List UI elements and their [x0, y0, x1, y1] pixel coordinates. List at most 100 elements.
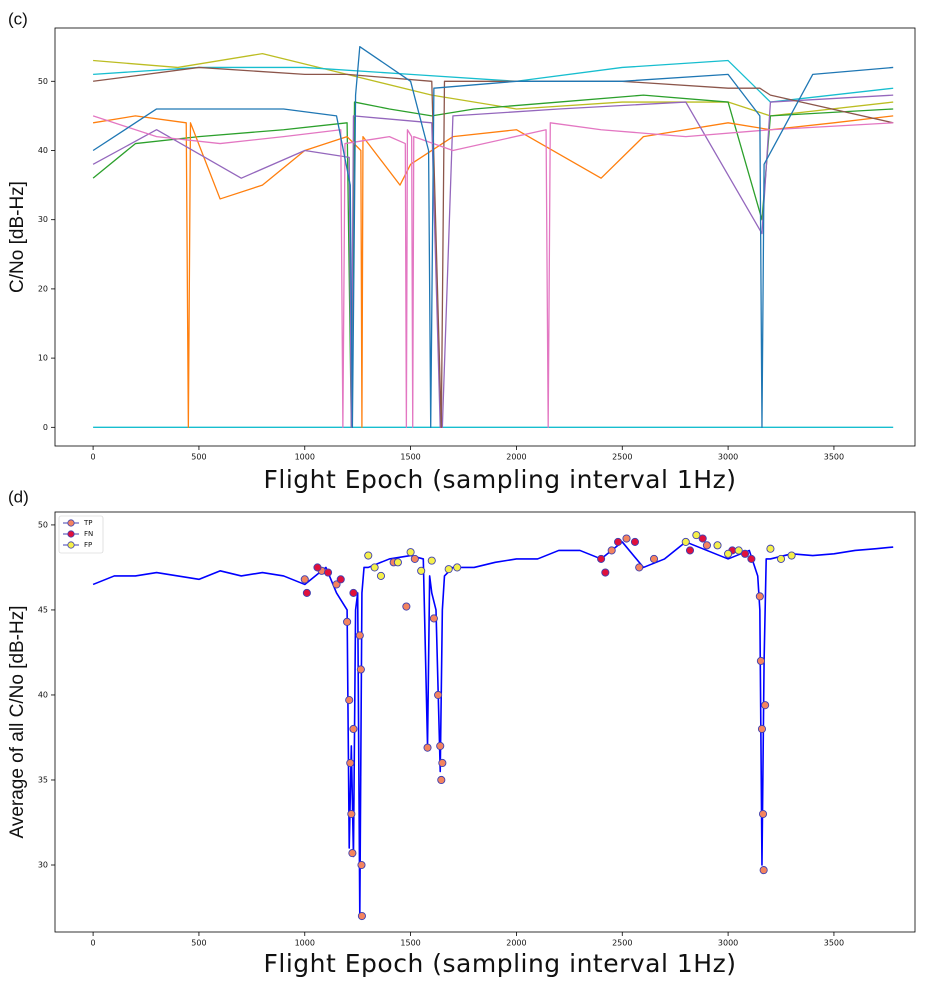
- y-tick-label: 20: [38, 284, 48, 293]
- marker: [393, 558, 402, 567]
- legend-marker: [67, 541, 75, 549]
- marker: [302, 588, 311, 597]
- y-tick-label: 35: [38, 775, 48, 784]
- marker: [346, 758, 355, 768]
- marker: [343, 617, 352, 626]
- marker: [437, 775, 446, 785]
- x-tick-label: 500: [191, 939, 206, 948]
- marker: [758, 809, 768, 819]
- x-tick-label: 1500: [400, 453, 420, 462]
- marker: [713, 541, 722, 550]
- y-tick-label: 30: [38, 215, 48, 224]
- series-line: [92, 541, 894, 917]
- marker: [630, 537, 640, 546]
- series-line: [93, 52, 894, 117]
- marker: [357, 911, 366, 921]
- marker: [776, 554, 786, 563]
- marker: [417, 566, 426, 575]
- y-tick-label: 50: [38, 77, 48, 86]
- x-tick-label: 1500: [400, 939, 420, 948]
- marker: [336, 575, 345, 584]
- marker: [347, 809, 356, 819]
- marker: [370, 563, 379, 572]
- y-tick-label: 40: [38, 690, 48, 699]
- marker: [622, 534, 631, 543]
- marker: [759, 866, 768, 875]
- marker: [300, 575, 309, 584]
- marker: [649, 554, 659, 563]
- series-line: [92, 115, 894, 428]
- legend-label: FN: [84, 530, 93, 538]
- marker: [406, 548, 415, 557]
- marker: [613, 537, 623, 546]
- marker: [364, 551, 373, 560]
- marker: [755, 592, 764, 601]
- marker: [313, 563, 322, 572]
- x-tick-label: 3000: [718, 939, 738, 948]
- marker: [761, 701, 770, 710]
- marker: [453, 563, 462, 572]
- y-tick-label: 10: [38, 354, 48, 363]
- marker: [692, 531, 701, 540]
- marker: [410, 554, 419, 563]
- marker: [332, 580, 341, 589]
- marker: [348, 849, 357, 858]
- marker: [747, 554, 756, 563]
- marker: [444, 565, 453, 574]
- marker: [436, 741, 445, 751]
- x-tick-label: 1000: [295, 939, 315, 948]
- x-tick-label: 3500: [824, 453, 844, 462]
- marker: [766, 544, 775, 553]
- marker: [607, 546, 616, 555]
- x-tick-label: 0: [91, 939, 96, 948]
- x-axis-label: Flight Epoch (sampling interval 1Hz): [264, 465, 737, 494]
- legend-marker: [67, 519, 75, 527]
- panel-label: (c): [8, 9, 28, 28]
- y-axis-label: Average of all C/No [dB-Hz]: [7, 605, 28, 838]
- y-tick-label: 30: [38, 861, 48, 870]
- marker: [685, 546, 695, 555]
- series-line: [92, 46, 894, 428]
- x-axis-label: Flight Epoch (sampling interval 1Hz): [264, 949, 737, 978]
- x-tick-label: 2000: [506, 453, 526, 462]
- axes-frame: [54, 27, 916, 447]
- series-line: [92, 94, 894, 428]
- marker: [357, 860, 366, 870]
- marker: [681, 537, 690, 546]
- marker: [355, 631, 364, 640]
- marker: [740, 549, 750, 558]
- marker: [787, 551, 796, 560]
- marker: [423, 743, 432, 752]
- marker: [349, 588, 358, 597]
- marker: [597, 554, 606, 563]
- x-tick-label: 2000: [506, 939, 526, 948]
- marker: [698, 534, 707, 543]
- x-tick-label: 3500: [824, 939, 844, 948]
- marker: [438, 758, 447, 768]
- y-tick-label: 50: [38, 520, 48, 529]
- y-tick-label: 40: [38, 146, 48, 155]
- x-tick-label: 2500: [612, 939, 632, 948]
- panel-label: (d): [8, 487, 29, 506]
- x-tick-label: 2500: [612, 453, 632, 462]
- marker: [356, 665, 365, 674]
- x-tick-label: 0: [91, 453, 96, 462]
- x-tick-label: 500: [191, 453, 206, 462]
- marker: [702, 541, 711, 550]
- marker: [434, 690, 443, 700]
- marker: [345, 696, 354, 705]
- legend-label: FP: [84, 541, 92, 549]
- marker: [756, 656, 765, 666]
- series-line: [93, 66, 894, 428]
- y-tick-label: 45: [38, 605, 48, 614]
- axes-frame: [54, 511, 916, 933]
- marker: [734, 546, 743, 555]
- marker: [429, 614, 438, 623]
- legend-label: TP: [83, 519, 93, 527]
- series-line: [92, 115, 894, 428]
- marker: [402, 602, 411, 611]
- marker: [323, 568, 333, 577]
- marker: [427, 556, 436, 565]
